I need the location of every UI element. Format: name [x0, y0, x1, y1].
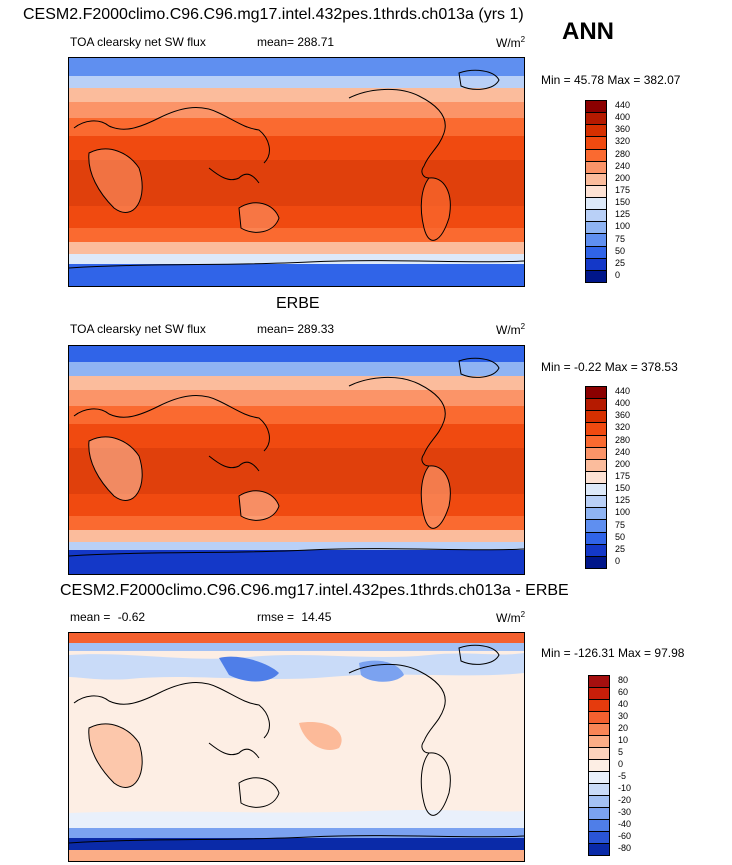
colorbar-level-label: 20	[618, 723, 629, 733]
colorbar-box	[585, 269, 607, 283]
panel2-variable: TOA clearsky net SW flux	[70, 322, 206, 336]
panel3-title: CESM2.F2000climo.C96.C96.mg17.intel.432p…	[60, 582, 569, 599]
panel1-field	[69, 58, 524, 286]
colorbar-level-label: 125	[615, 495, 631, 506]
colorbar-level-label: 100	[615, 507, 631, 518]
panel1-variable: TOA clearsky net SW flux	[70, 35, 206, 49]
colorbar-level-label: 75	[615, 519, 626, 530]
panel1-mean-value: 288.71	[297, 35, 335, 49]
colorbar-level-label: 400	[615, 112, 631, 123]
colorbar-box	[588, 843, 610, 856]
colorbar-level-label: 80	[618, 675, 629, 685]
panel1-minmax: Min = 45.78 Max = 382.07	[541, 73, 681, 87]
colorbar-level-label: 75	[615, 233, 626, 244]
panel3-mean-value: -0.62	[117, 610, 146, 624]
panel2-mean-value: 289.33	[297, 322, 335, 336]
colorbar-level-label: 440	[615, 100, 631, 111]
colorbar-level-label: 150	[615, 197, 631, 208]
panel1-units-sup: 2	[520, 35, 526, 44]
panel2-units-sup: 2	[520, 322, 526, 331]
panel3-units: W/m2	[496, 610, 525, 625]
panel3-rmse-label: rmse =	[257, 610, 295, 624]
colorbar-level-label: -20	[618, 795, 632, 805]
colorbar-level-label: -80	[618, 843, 632, 853]
colorbar-level-label: -10	[618, 783, 632, 793]
colorbar-level-label: -60	[618, 831, 632, 841]
panel3-field	[69, 633, 524, 861]
colorbar-level-label: 25	[615, 543, 626, 554]
colorbar-level-label: 360	[615, 124, 631, 135]
colorbar-level-label: 280	[615, 434, 631, 445]
colorbar-level-label: 240	[615, 160, 631, 171]
panel2-units: W/m2	[496, 322, 525, 337]
colorbar-level-label: 50	[615, 531, 626, 542]
colorbar-level-label: 50	[615, 245, 626, 256]
colorbar-level-label: 0	[618, 759, 624, 769]
season-label: ANN	[562, 18, 614, 45]
colorbar-level-label: 10	[618, 735, 629, 745]
colorbar-level-label: -5	[618, 771, 627, 781]
colorbar-level-label: 280	[615, 148, 631, 159]
colorbar-level-label: 200	[615, 172, 631, 183]
colorbar-level-label: 360	[615, 410, 631, 421]
panel2-title: ERBE	[276, 295, 320, 312]
colorbar-level-label: 150	[615, 483, 631, 494]
colorbar-level-label: 240	[615, 446, 631, 457]
panel2-field	[69, 346, 524, 574]
panel1-title: CESM2.F2000climo.C96.C96.mg17.intel.432p…	[23, 6, 524, 23]
panel3-minmax: Min = -126.31 Max = 97.98	[541, 646, 685, 660]
panel2-units-text: W/m	[496, 323, 521, 337]
panel1-colorbar: 440 400 360 320 280 240 200 175 150 125 100 75 50 25 0	[585, 100, 645, 283]
colorbar-level-label: 0	[615, 555, 621, 566]
colorbar-level-label: 5	[618, 747, 624, 757]
panel3-rmse: rmse = 14.45	[257, 610, 331, 624]
colorbar-level-label: -30	[618, 807, 632, 817]
colorbar-level-label: 100	[615, 221, 631, 232]
panel1-mean: mean= 288.71	[257, 35, 334, 49]
panel2-colorbar: 440 400 360 320 280 240 200 175 150 125 100 75 50 25 0	[585, 386, 645, 569]
colorbar-level-label: 175	[615, 471, 631, 481]
panel1-units-text: W/m	[496, 36, 521, 50]
panel3-mean-label: mean =	[70, 610, 111, 624]
panel1-map	[68, 57, 525, 287]
panel3-map	[68, 632, 525, 862]
colorbar-level-label: 400	[615, 398, 631, 409]
panel3-rmse-value: 14.45	[301, 610, 332, 624]
panel3-units-sup: 2	[520, 610, 526, 619]
panel3-units-text: W/m	[496, 611, 521, 625]
colorbar-level-label: 320	[615, 136, 631, 147]
colorbar-level-label: 320	[615, 422, 631, 433]
panel2-minmax: Min = -0.22 Max = 378.53	[541, 360, 678, 374]
colorbar-level-label: -40	[618, 819, 632, 829]
colorbar-level-label: 60	[618, 687, 629, 697]
colorbar-level-label: 40	[618, 699, 629, 709]
colorbar-level-label: 30	[618, 711, 629, 721]
panel2-mean: mean= 289.33	[257, 322, 334, 336]
colorbar-level-label: 200	[615, 458, 631, 469]
colorbar-level-label: 25	[615, 257, 626, 268]
panel1-mean-label: mean=	[257, 35, 295, 49]
panel2-mean-label: mean=	[257, 322, 295, 336]
panel1-units: W/m2	[496, 35, 525, 50]
panel3-mean: mean = -0.62	[70, 610, 145, 624]
panel3-colorbar: 80 60 40 30 20 10 5 0 -5 -10 -20 -30 -40 -60 -80	[588, 675, 648, 856]
colorbar-level-label: 0	[615, 269, 621, 280]
colorbar-box	[585, 555, 607, 569]
panel2-map	[68, 345, 525, 575]
colorbar-level-label: 175	[615, 185, 631, 195]
colorbar-level-label: 125	[615, 209, 631, 220]
colorbar-level-label: 440	[615, 386, 631, 397]
